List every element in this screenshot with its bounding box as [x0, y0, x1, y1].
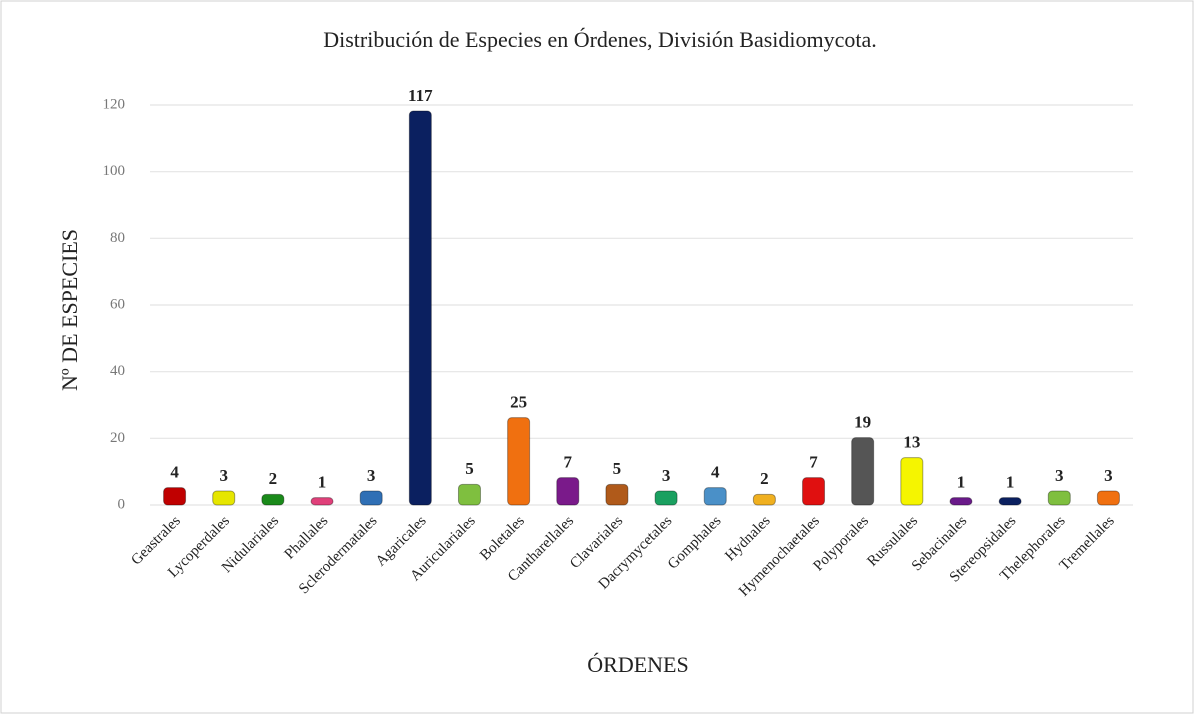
y-tick-label: 60: [110, 296, 125, 312]
value-label: 1: [957, 473, 966, 492]
value-label: 4: [170, 463, 179, 482]
bar: [703, 487, 727, 506]
value-label: 4: [711, 463, 720, 482]
chart-title: Distribución de Especies en Órdenes, Div…: [323, 27, 877, 52]
bar: [605, 483, 629, 506]
bar: [212, 490, 236, 506]
value-label: 7: [564, 453, 573, 472]
bar: [1047, 490, 1071, 506]
x-axis-label: ÓRDENES: [587, 652, 688, 677]
bar: [949, 497, 973, 506]
bar: [851, 437, 875, 506]
bar: [310, 497, 334, 506]
value-label: 13: [903, 433, 920, 452]
value-label: 5: [465, 459, 474, 478]
value-label: 1: [318, 473, 327, 492]
bar: [802, 477, 826, 506]
y-tick-label: 20: [110, 430, 125, 446]
y-axis-label: Nº DE ESPECIES: [57, 229, 82, 391]
bar: [752, 493, 776, 506]
y-tick-label: 40: [110, 363, 125, 379]
value-label: 3: [662, 466, 671, 485]
bar: [900, 457, 924, 506]
value-label: 2: [760, 469, 769, 488]
value-label: 7: [809, 453, 818, 472]
bar: [654, 490, 678, 506]
bar: [359, 490, 383, 506]
y-tick-label: 80: [110, 230, 125, 246]
value-label: 3: [219, 466, 228, 485]
value-label: 2: [269, 469, 278, 488]
value-label: 5: [613, 459, 622, 478]
value-label: 1: [1006, 473, 1015, 492]
bar: [408, 110, 432, 506]
bar: [457, 483, 481, 506]
y-tick-label: 0: [118, 496, 126, 512]
bar: [1096, 490, 1120, 506]
y-tick-label: 100: [103, 163, 126, 179]
value-label: 3: [1055, 466, 1064, 485]
bar: [556, 477, 580, 506]
bar: [163, 487, 187, 506]
y-tick-label: 120: [103, 96, 126, 112]
bar: [261, 493, 285, 506]
bar: [998, 497, 1022, 506]
bar: [507, 417, 531, 506]
value-label: 19: [854, 413, 871, 432]
value-label: 3: [1104, 466, 1113, 485]
value-label: 3: [367, 466, 376, 485]
value-label: 25: [510, 393, 527, 412]
value-label: 117: [408, 86, 433, 105]
